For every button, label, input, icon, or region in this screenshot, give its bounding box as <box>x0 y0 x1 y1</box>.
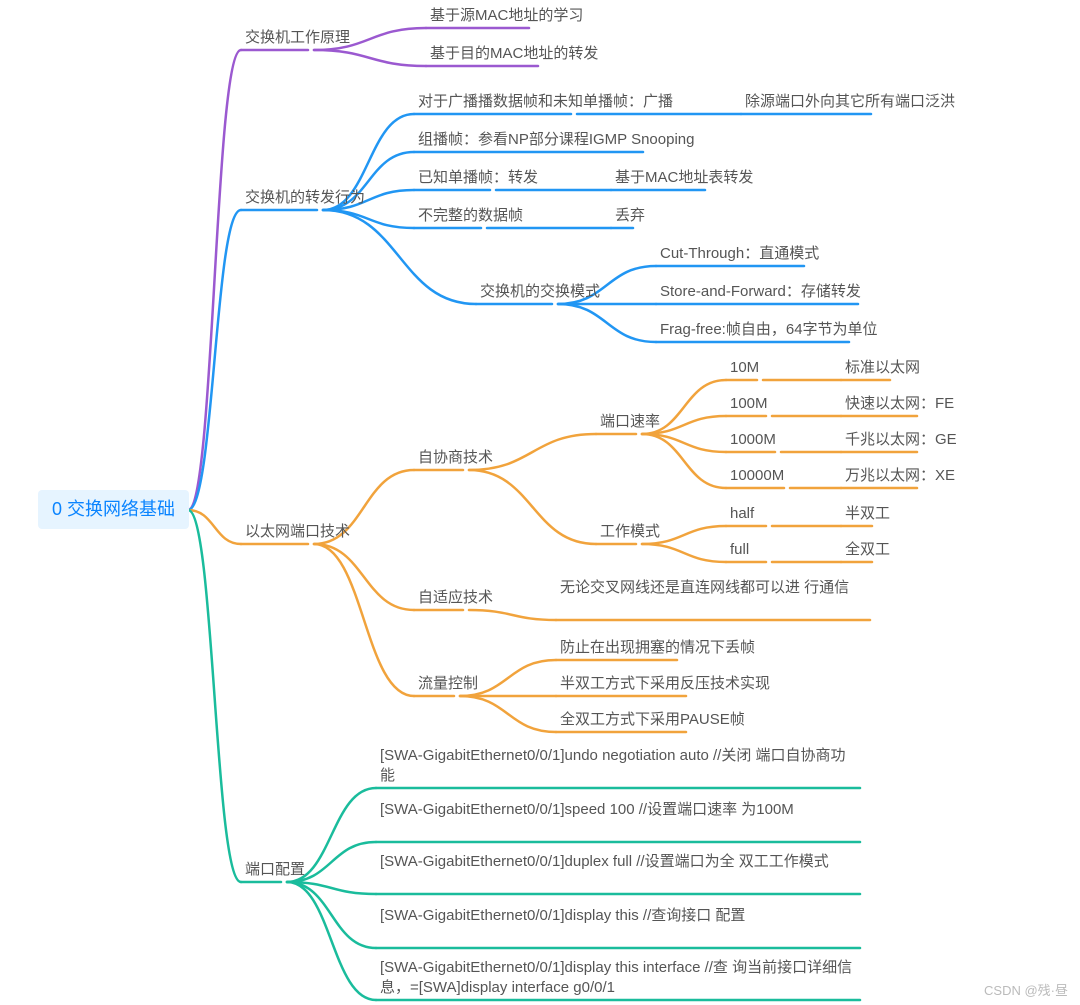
mindmap-node[interactable]: 防止在出现拥塞的情况下丢帧 <box>560 638 755 658</box>
mindmap-node[interactable]: 工作模式 <box>600 522 660 542</box>
mindmap-node[interactable]: Cut-Through：直通模式 <box>660 244 819 264</box>
mindmap-node[interactable]: 全双工 <box>845 540 890 560</box>
root-node[interactable]: 0 交换网络基础 <box>38 490 189 529</box>
mindmap-node[interactable]: 端口配置 <box>245 860 305 880</box>
mindmap-node[interactable]: 半双工 <box>845 504 890 524</box>
mindmap-node[interactable]: 10M <box>730 358 759 378</box>
mindmap-node[interactable]: 除源端口外向其它所有端口泛洪 <box>745 92 955 112</box>
mindmap-node[interactable]: 无论交叉网线还是直连网线都可以进 行通信 <box>560 578 870 598</box>
mindmap-node[interactable]: 以太网端口技术 <box>245 522 350 542</box>
mindmap-node[interactable]: 交换机的转发行为 <box>245 188 365 208</box>
mindmap-node[interactable]: full <box>730 540 749 560</box>
mindmap-node[interactable]: [SWA-GigabitEthernet0/0/1]display this i… <box>380 958 860 997</box>
mindmap-node[interactable]: 基于MAC地址表转发 <box>615 168 753 188</box>
mindmap-node[interactable]: 对于广播播数据帧和未知单播帧：广播 <box>418 92 673 112</box>
mindmap-node[interactable]: [SWA-GigabitEthernet0/0/1]speed 100 //设置… <box>380 800 860 820</box>
mindmap-node[interactable]: 自协商技术 <box>418 448 493 468</box>
mindmap-node[interactable]: 交换机的交换模式 <box>480 282 600 302</box>
mindmap-node[interactable]: 半双工方式下采用反压技术实现 <box>560 674 770 694</box>
mindmap-node[interactable]: Frag-free:帧自由，64字节为单位 <box>660 320 878 340</box>
mindmap-node[interactable]: 自适应技术 <box>418 588 493 608</box>
mindmap-node[interactable]: 交换机工作原理 <box>245 28 350 48</box>
mindmap-node[interactable]: 已知单播帧：转发 <box>418 168 538 188</box>
mindmap-node[interactable]: Store-and-Forward：存储转发 <box>660 282 861 302</box>
mindmap-node[interactable]: [SWA-GigabitEthernet0/0/1]undo negotiati… <box>380 746 860 785</box>
mindmap-node[interactable]: 不完整的数据帧 <box>418 206 523 226</box>
mindmap-node[interactable]: 1000M <box>730 430 776 450</box>
mindmap-node[interactable]: 100M <box>730 394 768 414</box>
mindmap-node[interactable]: 端口速率 <box>600 412 660 432</box>
mindmap-node[interactable]: 基于目的MAC地址的转发 <box>430 44 598 64</box>
mindmap-node[interactable]: 基于源MAC地址的学习 <box>430 6 583 26</box>
mindmap-node[interactable]: [SWA-GigabitEthernet0/0/1]duplex full //… <box>380 852 860 872</box>
mindmap-node[interactable]: 标准以太网 <box>845 358 920 378</box>
mindmap-node[interactable]: 快速以太网：FE <box>845 394 954 414</box>
watermark: CSDN @残·昼 <box>984 980 1068 999</box>
mindmap-node[interactable]: [SWA-GigabitEthernet0/0/1]display this /… <box>380 906 860 926</box>
mindmap-node[interactable]: 全双工方式下采用PAUSE帧 <box>560 710 745 730</box>
mindmap-node[interactable]: 组播帧：参看NP部分课程IGMP Snooping <box>418 130 694 150</box>
mindmap-node[interactable]: 千兆以太网：GE <box>845 430 957 450</box>
mindmap-node[interactable]: 10000M <box>730 466 784 486</box>
mindmap-node[interactable]: 流量控制 <box>418 674 478 694</box>
mindmap-node[interactable]: half <box>730 504 754 524</box>
mindmap-node[interactable]: 万兆以太网：XE <box>845 466 955 486</box>
mindmap-node[interactable]: 丢弃 <box>615 206 645 226</box>
